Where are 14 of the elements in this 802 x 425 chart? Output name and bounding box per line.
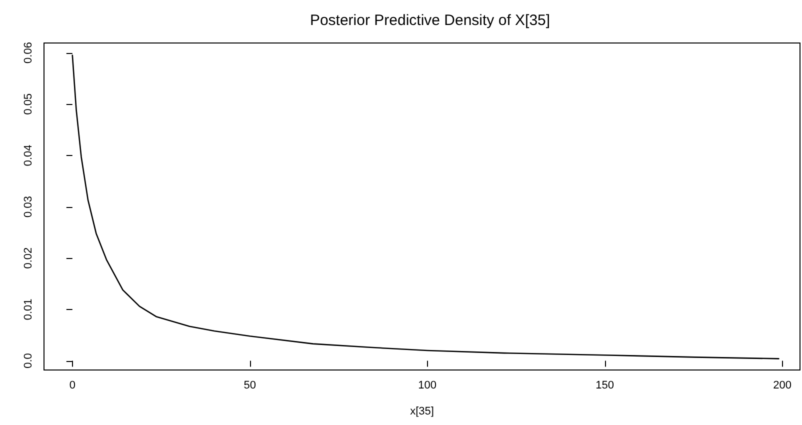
chart-title: Posterior Predictive Density of X[35]	[310, 12, 550, 29]
x-tick-label: 50	[244, 380, 256, 392]
y-tick-label: 0.04	[22, 144, 34, 166]
y-tick-label: 0.01	[22, 298, 34, 320]
y-tick-label: 0.06	[22, 42, 34, 64]
x-tick-label: 0	[69, 380, 76, 392]
x-tick-label: 100	[418, 380, 437, 392]
x-tick-label: 150	[596, 380, 614, 392]
y-tick-label: 0.03	[22, 196, 34, 218]
y-tick-label: 0.05	[22, 93, 34, 115]
y-tick-label: 0.02	[22, 247, 34, 269]
y-tick-label: 0.0	[22, 353, 34, 368]
x-tick-label: 200	[773, 380, 792, 392]
x-axis-title: x[35]	[410, 406, 434, 418]
